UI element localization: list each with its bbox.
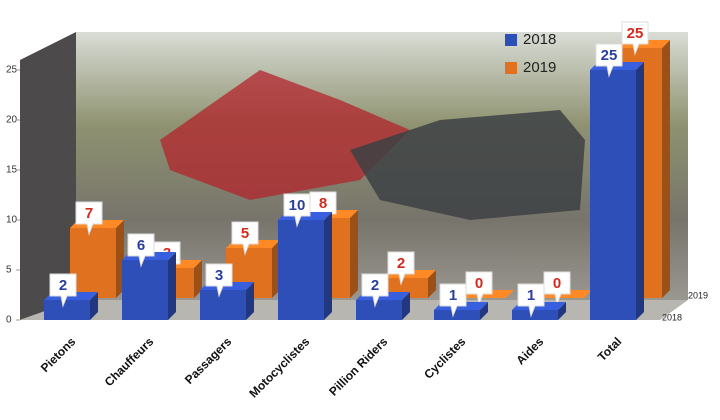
- y-tick-label: 20: [6, 115, 18, 126]
- value-label: 1: [527, 287, 535, 304]
- value-callout: [621, 21, 649, 56]
- value-callout: [49, 273, 77, 308]
- bar: [356, 300, 402, 320]
- photo-grey-car: [350, 110, 585, 220]
- photo-red-car: [160, 70, 410, 200]
- bar-side: [636, 62, 644, 320]
- y-tick-label: 5: [6, 265, 12, 276]
- value-callout: [75, 201, 103, 236]
- bar: [590, 70, 636, 320]
- bar: [434, 310, 480, 320]
- value-label: 25: [627, 25, 644, 42]
- value-callout: [231, 221, 259, 256]
- value-label: 2: [59, 277, 67, 294]
- bar-side: [662, 40, 670, 298]
- photo-side-wall: [20, 32, 76, 320]
- value-callout: [543, 271, 571, 306]
- bar-side: [194, 260, 202, 298]
- bar-side: [558, 302, 566, 320]
- value-label: 10: [289, 197, 306, 214]
- bar-side: [480, 302, 488, 320]
- bar-side: [168, 252, 176, 320]
- value-callout: [387, 251, 415, 286]
- y-tick-label: 0: [6, 315, 12, 326]
- y-tick-label: 25: [6, 65, 18, 76]
- legend-swatch: [505, 34, 517, 46]
- value-callout: [127, 233, 155, 268]
- bar-side: [324, 212, 332, 320]
- value-label: 2: [371, 277, 379, 294]
- y-tick-label: 10: [6, 215, 18, 226]
- y-tick-label: 15: [6, 165, 18, 176]
- floor: [20, 300, 688, 320]
- bar-side: [350, 210, 358, 298]
- value-label: 8: [319, 195, 327, 212]
- value-label: 0: [553, 275, 561, 292]
- bar: [512, 310, 558, 320]
- value-callout: [439, 283, 467, 318]
- value-label: 7: [85, 205, 93, 222]
- bar: [70, 228, 116, 298]
- bar: [278, 220, 324, 320]
- bar-side: [428, 270, 436, 298]
- bar-side: [90, 292, 98, 320]
- bar-side: [402, 292, 410, 320]
- value-callout: [283, 193, 311, 228]
- value-label: 25: [601, 47, 618, 64]
- bar: [44, 300, 90, 320]
- value-label: 5: [241, 225, 249, 242]
- value-callout: [361, 273, 389, 308]
- legend-label: 2019: [523, 59, 556, 76]
- bar: [200, 290, 246, 320]
- value-callout: [205, 263, 233, 298]
- legend-swatch: [505, 62, 517, 74]
- value-callout: [465, 271, 493, 306]
- bar: [122, 260, 168, 320]
- depth-label: 2018: [662, 312, 682, 322]
- value-label: 6: [137, 237, 145, 254]
- legend-label: 2018: [523, 31, 556, 48]
- value-label: 2: [397, 255, 405, 272]
- value-label: 0: [475, 275, 483, 292]
- bar-side: [246, 282, 254, 320]
- value-callout: [595, 43, 623, 78]
- depth-label: 2019: [688, 290, 708, 300]
- value-label: 1: [449, 287, 457, 304]
- value-callout: [517, 283, 545, 318]
- value-label: 3: [215, 267, 223, 284]
